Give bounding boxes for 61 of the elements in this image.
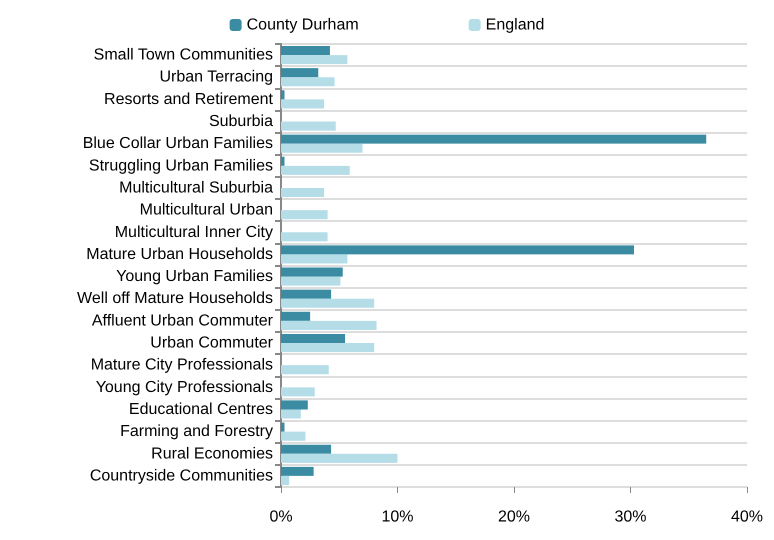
bar xyxy=(281,90,284,100)
bar xyxy=(281,46,330,56)
bar xyxy=(281,232,328,242)
y-tick-label: Urban Terracing xyxy=(159,68,273,86)
y-tick-label: Small Town Communities xyxy=(94,46,273,64)
bar xyxy=(281,99,324,108)
bar xyxy=(281,188,324,198)
bar xyxy=(281,267,343,277)
y-tick-label: Rural Economies xyxy=(151,445,273,462)
y-tick-label: Multicultural Inner City xyxy=(114,224,273,241)
bar xyxy=(281,290,332,299)
bar xyxy=(281,245,634,254)
y-tick-label: Mature City Professionals xyxy=(90,356,273,374)
y-tick-label: Struggling Urban Families xyxy=(88,157,273,174)
bar xyxy=(281,166,350,175)
y-tick-label: Well off Mature Households xyxy=(77,290,273,308)
bar xyxy=(281,387,315,396)
bar xyxy=(281,77,335,86)
legend-label: County Durham xyxy=(246,16,359,34)
bar xyxy=(281,400,308,410)
bar xyxy=(281,422,284,432)
bar xyxy=(281,334,346,344)
bar xyxy=(281,144,363,153)
bar xyxy=(281,55,348,64)
y-tick-label: Affluent Urban Commuter xyxy=(92,312,274,330)
bar xyxy=(281,312,310,321)
bar xyxy=(281,68,318,78)
bar xyxy=(281,432,306,441)
y-tick-label: Resorts and Retirement xyxy=(104,90,274,108)
bar xyxy=(281,454,398,463)
bar xyxy=(281,466,314,476)
y-tick-label: Countryside Communities xyxy=(90,467,273,484)
y-tick-label: Young City Professionals xyxy=(96,378,273,396)
y-tick-label: Blue Collar Urban Families xyxy=(82,135,273,152)
y-tick-label: Urban Commuter xyxy=(150,334,274,352)
bar xyxy=(281,343,374,352)
y-tick-label: Multicultural Suburbia xyxy=(119,179,274,196)
x-tick-label: 10% xyxy=(381,508,414,526)
bar xyxy=(281,276,340,286)
bar xyxy=(281,298,374,308)
y-tick-label: Mature Urban Households xyxy=(86,246,273,263)
bar xyxy=(281,254,348,264)
bar xyxy=(281,444,332,454)
bar xyxy=(281,122,336,131)
bar xyxy=(281,365,329,374)
y-tick-label: Multicultural Urban xyxy=(140,202,273,219)
x-tick-label: 20% xyxy=(498,508,530,526)
bar xyxy=(281,210,328,220)
legend-label: England xyxy=(486,16,544,34)
y-tick-label: Young Urban Families xyxy=(116,268,273,286)
y-tick-label: Suburbia xyxy=(208,113,274,130)
y-tick-label: Educational Centres xyxy=(128,400,273,418)
bar xyxy=(281,320,377,330)
x-tick-label: 40% xyxy=(730,508,764,526)
bar xyxy=(281,476,290,486)
bar xyxy=(281,156,284,166)
x-tick-label: 0% xyxy=(269,508,293,526)
bar xyxy=(281,134,706,144)
bar xyxy=(281,409,301,419)
y-tick-label: Farming and Forestry xyxy=(120,423,273,440)
x-tick-label: 30% xyxy=(614,508,647,526)
